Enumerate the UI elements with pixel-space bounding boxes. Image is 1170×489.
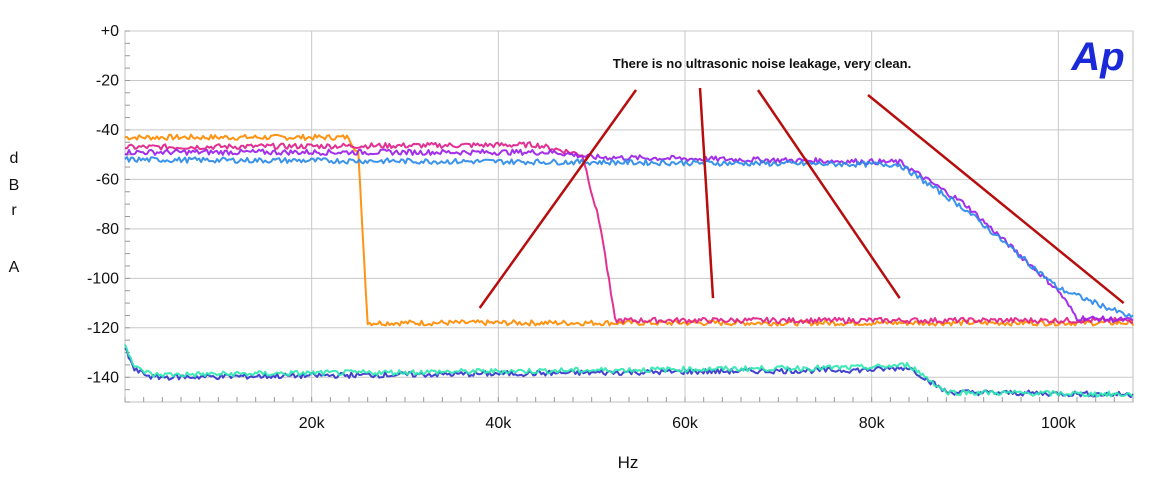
y-tick-label: -40 — [96, 122, 119, 139]
annotation-arrows — [478, 87, 1125, 309]
series-line-3 — [124, 148, 1134, 324]
series-line-2 — [125, 141, 1134, 325]
x-tick-label: 60k — [672, 415, 699, 432]
y-tick-labels: +0 -20 -40 -60 -80 -100 -120 -140 — [87, 23, 119, 386]
series-line-4 — [124, 156, 1134, 318]
y-tick-label: -60 — [96, 171, 119, 188]
chart-minor-ticks — [124, 30, 1134, 403]
plot-area — [124, 30, 1134, 403]
y-tick-label: -80 — [96, 221, 119, 238]
y-tick-label: -120 — [87, 320, 119, 337]
y-axis-label-letter: d — [10, 150, 19, 167]
x-axis-label: Hz — [618, 453, 639, 472]
y-axis-label: dBr A — [9, 150, 20, 276]
y-tick-label: -100 — [87, 270, 119, 287]
annotation-arrow-1 — [478, 89, 638, 309]
annotation-arrow-3 — [756, 89, 901, 299]
ap-logo: Ap — [1070, 35, 1124, 79]
x-tick-label: 40k — [485, 415, 512, 432]
x-tick-label: 80k — [859, 415, 886, 432]
y-axis-label-letter: A — [9, 259, 20, 276]
x-tick-labels: 20k 40k 60k 80k 100k — [299, 415, 1077, 432]
chart-series-layer — [124, 133, 1134, 399]
y-axis-label-letter: r — [11, 202, 17, 219]
series-line-6 — [124, 344, 1134, 398]
annotation-arrow-4 — [867, 94, 1125, 305]
x-tick-label: 100k — [1041, 415, 1077, 432]
y-tick-label: +0 — [101, 23, 119, 40]
annotation-text: There is no ultrasonic noise leakage, ve… — [613, 56, 911, 71]
x-tick-label: 20k — [299, 415, 326, 432]
chart-grid — [125, 30, 1133, 402]
y-tick-label: -20 — [96, 72, 119, 89]
annotation-arrow-2 — [698, 87, 715, 299]
y-axis-label-letter: B — [9, 177, 20, 194]
y-tick-label: -140 — [87, 369, 119, 386]
